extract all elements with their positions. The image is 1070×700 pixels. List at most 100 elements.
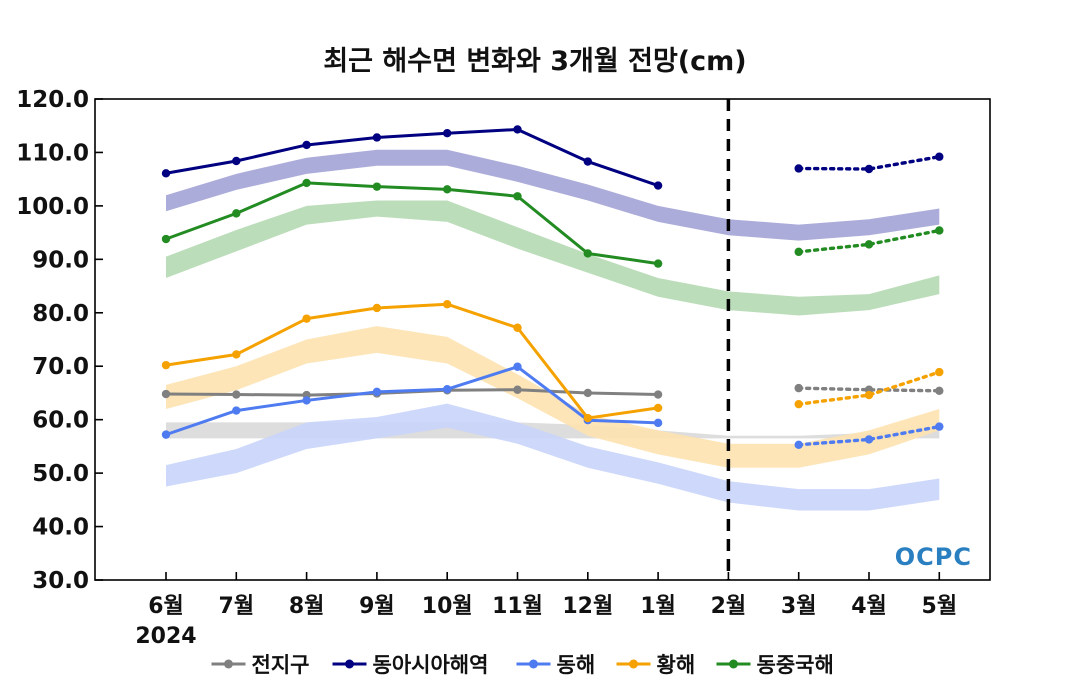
series-1-observed-point xyxy=(443,129,452,138)
legend-swatch-marker xyxy=(729,659,738,669)
series-4-forecast-point xyxy=(794,247,803,257)
series-3-observed-point xyxy=(513,323,522,332)
x-tick-label: 9월 xyxy=(359,594,395,619)
series-4-observed-point xyxy=(653,259,663,268)
series-3-forecast-point xyxy=(794,399,803,409)
series-0-forecast-point xyxy=(794,383,803,393)
x-tick-label: 6월 xyxy=(148,594,184,619)
x-tick-label: 2월 xyxy=(711,594,747,619)
series-3-observed-line xyxy=(165,302,659,420)
x-tick-label: 1월 xyxy=(640,594,676,619)
y-tick-label: 120.0 xyxy=(16,87,89,113)
series-0-observed-point xyxy=(161,389,171,399)
series-points xyxy=(161,125,944,449)
legend-swatch-marker xyxy=(529,659,538,669)
series-3-forecast-point xyxy=(864,390,874,400)
series-4-forecast-point xyxy=(864,240,874,249)
series-2-forecast-point xyxy=(794,440,803,449)
series-1-observed-point xyxy=(372,133,382,142)
y-tick-label: 90.0 xyxy=(32,247,89,273)
ocpc-logo-text: OCPC xyxy=(895,543,972,571)
series-3-observed-point xyxy=(302,314,311,323)
series-3-observed-point xyxy=(161,360,171,370)
series-1-observed-point xyxy=(161,169,171,178)
x-tick-label: 7월 xyxy=(219,594,255,619)
band-2 xyxy=(166,403,940,511)
x-tick-label: 3월 xyxy=(781,594,817,619)
band-4 xyxy=(166,200,940,316)
y-tick-label: 80.0 xyxy=(32,301,89,327)
x-tick-label: 4월 xyxy=(851,594,887,619)
year-label: 2024 xyxy=(135,624,196,649)
series-2-observed-point xyxy=(653,418,663,428)
series-1-observed-point xyxy=(302,140,311,150)
series-3-forecast-point xyxy=(935,367,944,377)
x-ticks: 6월 7월 8월 9월 10월 11월 12월 1월 2월 3월 4월 5월 xyxy=(148,572,957,619)
series-0-observed-point xyxy=(653,390,663,399)
series-4-observed-point xyxy=(583,249,592,258)
chart-title: 최근 해수면 변화와 3개월 전망(cm) xyxy=(323,46,746,77)
series-2-observed-point xyxy=(302,396,311,405)
ocpc-logo: OCPC xyxy=(895,543,972,571)
band-3 xyxy=(166,326,940,468)
series-2-observed-line xyxy=(165,365,659,437)
x-tick-label: 8월 xyxy=(289,594,325,619)
series-4-observed-point xyxy=(513,192,522,201)
legend-entry: 동해 xyxy=(557,653,596,677)
y-tick-label: 40.0 xyxy=(32,515,89,541)
series-1-forecast-point xyxy=(864,164,874,174)
series-3-observed-point xyxy=(372,303,382,313)
series-3-observed-point xyxy=(583,413,592,423)
series-0-observed-point xyxy=(232,390,241,399)
band-1 xyxy=(166,149,940,241)
series-0-observed-point xyxy=(583,388,592,398)
series-1-observed-point xyxy=(583,157,592,166)
series-3-observed-point xyxy=(232,350,241,359)
series-2-observed-point xyxy=(161,430,171,439)
legend-entry: 황해 xyxy=(657,653,696,677)
legend-swatch-marker xyxy=(224,659,233,669)
legend-swatch-marker xyxy=(345,659,354,669)
series-2-observed-point xyxy=(443,385,452,394)
series-3-observed-point xyxy=(653,403,663,413)
series-3-observed-point xyxy=(443,300,452,309)
range-bands xyxy=(166,149,940,511)
x-tick-label: 12월 xyxy=(562,594,613,619)
series-1-observed-point xyxy=(513,125,522,134)
series-2-observed-point xyxy=(232,406,241,415)
series-1-observed-line xyxy=(165,127,659,187)
legend-entry: 전지구 xyxy=(252,653,310,677)
legend: 전지구 동아시아해역 동해 황해 동중국해 xyxy=(211,653,834,677)
y-tick-label: 70.0 xyxy=(32,354,89,380)
series-2-observed-point xyxy=(513,362,522,371)
series-4-observed-point xyxy=(232,209,241,218)
y-tick-label: 100.0 xyxy=(16,194,89,220)
series-4-observed-line xyxy=(165,181,659,266)
y-tick-label: 110.0 xyxy=(16,140,89,166)
x-tick-label: 5월 xyxy=(922,594,958,619)
series-4-observed-point xyxy=(161,234,171,244)
series-4-forecast-point xyxy=(935,226,944,235)
series-1-forecast-point xyxy=(794,164,803,173)
plot-area xyxy=(94,98,991,581)
x-tick-label: 10월 xyxy=(422,594,473,619)
y-tick-label: 30.0 xyxy=(32,568,89,594)
series-1-forecast-point xyxy=(935,152,944,161)
series-0-observed-point xyxy=(513,385,522,394)
legend-entry: 동중국해 xyxy=(757,653,834,677)
series-1-observed-point xyxy=(653,181,663,190)
series-2-forecast-point xyxy=(864,435,874,444)
y-tick-label: 50.0 xyxy=(32,461,89,487)
series-4-observed-point xyxy=(372,182,382,191)
series-1-observed-point xyxy=(232,156,241,166)
series-2-forecast-point xyxy=(935,422,944,431)
y-ticks: 30.0 40.0 50.0 60.0 70.0 80.0 90.0 100.0 110.0 12… xyxy=(16,87,103,594)
series-4-observed-point xyxy=(443,185,452,194)
series-0-forecast-point xyxy=(935,386,944,396)
legend-swatch-marker xyxy=(629,659,638,669)
series-4-observed-point xyxy=(302,178,311,188)
x-tick-label: 11월 xyxy=(492,594,543,619)
legend-entry: 동아시아해역 xyxy=(373,653,489,677)
y-tick-label: 60.0 xyxy=(32,408,89,434)
